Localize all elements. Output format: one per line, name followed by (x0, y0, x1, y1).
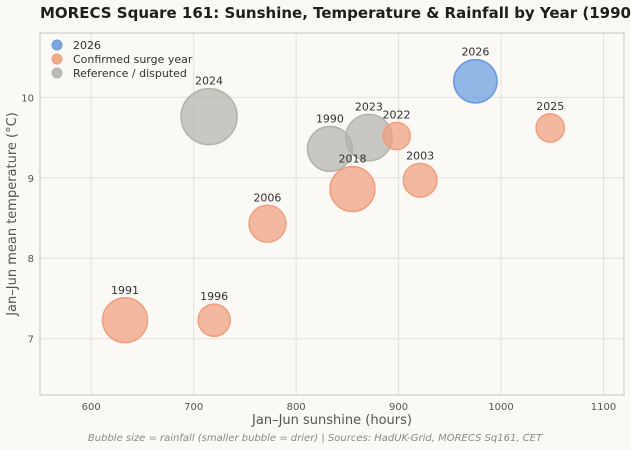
x-axis-label: Jan–Jun sunshine (hours) (251, 413, 412, 428)
x-tick-label: 800 (287, 402, 306, 413)
y-tick-label: 10 (21, 93, 34, 104)
bubble-1990 (306, 125, 354, 173)
bubble-2025 (535, 113, 566, 143)
bubble-2006 (248, 204, 287, 243)
bubble-2024 (180, 87, 238, 146)
bubble-2026 (453, 58, 498, 104)
x-tick-label: 700 (184, 402, 203, 413)
plot-frame (39, 32, 625, 396)
point-label-2003: 2003 (406, 149, 434, 162)
point-labels: 2024 2023 1991 2018 1990 2026 2006 2003 1996 2025… (111, 46, 564, 304)
legend-entry: Confirmed surge year (73, 53, 193, 66)
y-axis-label: Jan–Jun mean temperature (°C) (5, 112, 20, 317)
point-label-1996: 1996 (200, 290, 228, 303)
point-label-1991: 1991 (111, 284, 139, 297)
legend-entry: Reference / disputed (73, 67, 187, 80)
legend-marker (51, 53, 63, 65)
x-tick-label: 600 (82, 402, 101, 413)
bubbles (101, 58, 566, 344)
bubble-2022 (382, 121, 411, 151)
x-tick-label: 1000 (488, 402, 513, 413)
bubble-1996 (197, 303, 231, 337)
point-label-2026: 2026 (461, 46, 489, 59)
legend-entry: 2026 (73, 39, 101, 52)
footnote: Bubble size = rainfall (smaller bubble =… (88, 433, 543, 444)
bubble-2018 (329, 165, 376, 213)
point-label-2006: 2006 (253, 191, 281, 204)
point-label-1990: 1990 (316, 112, 344, 125)
bubble-2003 (402, 162, 438, 198)
x-tick-label: 1100 (591, 402, 616, 413)
legend-marker (51, 67, 63, 79)
point-label-2018: 2018 (338, 153, 366, 166)
ticks: 600 700 800 900 1000 1100 7 8 9 10 (21, 93, 616, 413)
bubble-1991 (101, 296, 149, 344)
point-label-2024: 2024 (195, 75, 223, 88)
point-label-2023: 2023 (355, 100, 383, 113)
x-tick-label: 900 (389, 402, 408, 413)
y-tick-label: 7 (28, 335, 34, 346)
point-label-2022: 2022 (383, 108, 411, 121)
y-tick-label: 9 (28, 174, 34, 185)
legend-marker (51, 39, 63, 51)
chart-title: MORECS Square 161: Sunshine, Temperature… (40, 4, 631, 22)
y-tick-label: 8 (28, 254, 34, 265)
point-label-2025: 2025 (536, 100, 564, 113)
